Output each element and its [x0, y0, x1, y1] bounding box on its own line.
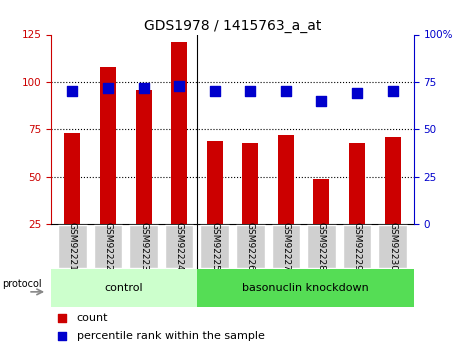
Text: GSM92228: GSM92228: [317, 222, 326, 271]
Point: [175, 83, 183, 89]
Bar: [349, 143, 365, 224]
Point: [282, 89, 290, 94]
Text: GSM92227: GSM92227: [281, 222, 290, 271]
Bar: [313, 179, 329, 224]
Text: control: control: [105, 283, 143, 293]
Point: [389, 89, 396, 94]
Text: GSM92226: GSM92226: [246, 222, 255, 271]
Bar: [171, 42, 187, 224]
Text: protocol: protocol: [3, 279, 42, 289]
Bar: [278, 135, 294, 224]
Bar: [65, 133, 80, 224]
Text: percentile rank within the sample: percentile rank within the sample: [77, 331, 265, 341]
FancyBboxPatch shape: [307, 225, 336, 268]
Point: [140, 85, 147, 90]
Bar: [207, 141, 223, 224]
Point: [246, 89, 254, 94]
Point: [58, 315, 66, 321]
Text: GSM92222: GSM92222: [104, 222, 113, 271]
Text: GSM92224: GSM92224: [175, 222, 184, 271]
Text: basonuclin knockdown: basonuclin knockdown: [242, 283, 369, 293]
Text: count: count: [77, 313, 108, 323]
FancyBboxPatch shape: [379, 225, 407, 268]
Text: GSM92221: GSM92221: [68, 222, 77, 271]
FancyBboxPatch shape: [200, 225, 229, 268]
FancyBboxPatch shape: [197, 269, 414, 307]
Bar: [385, 137, 400, 224]
Point: [318, 98, 325, 104]
FancyBboxPatch shape: [165, 225, 193, 268]
FancyBboxPatch shape: [129, 225, 158, 268]
Point: [353, 90, 361, 96]
FancyBboxPatch shape: [51, 269, 197, 307]
FancyBboxPatch shape: [343, 225, 371, 268]
Text: GSM92229: GSM92229: [352, 222, 361, 271]
Bar: [100, 67, 116, 224]
Point: [104, 85, 112, 90]
Text: GSM92225: GSM92225: [210, 222, 219, 271]
Bar: [136, 90, 152, 224]
Point: [69, 89, 76, 94]
Title: GDS1978 / 1415763_a_at: GDS1978 / 1415763_a_at: [144, 19, 321, 33]
FancyBboxPatch shape: [236, 225, 265, 268]
Bar: [242, 143, 258, 224]
FancyBboxPatch shape: [272, 225, 300, 268]
FancyBboxPatch shape: [58, 225, 86, 268]
Text: GSM92223: GSM92223: [139, 222, 148, 271]
FancyBboxPatch shape: [94, 225, 122, 268]
Point: [211, 89, 219, 94]
Text: GSM92230: GSM92230: [388, 222, 397, 271]
Point: [58, 333, 66, 338]
